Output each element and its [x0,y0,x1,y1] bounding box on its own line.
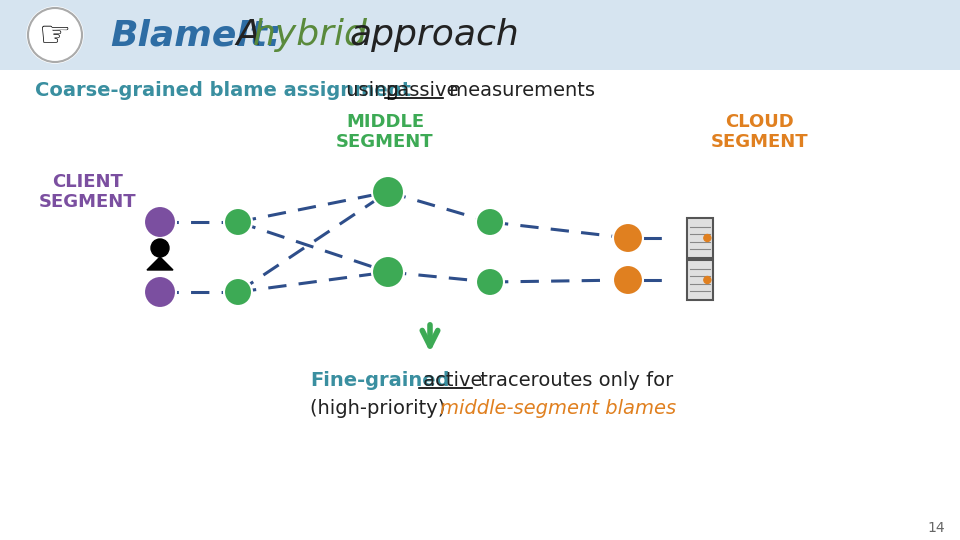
Text: traceroutes only for: traceroutes only for [474,370,673,389]
Text: Fine-grained: Fine-grained [310,370,449,389]
Text: (high-priority): (high-priority) [310,399,451,417]
Text: approach: approach [350,18,519,52]
Text: ☞: ☞ [38,18,71,52]
Text: middle-segment blames: middle-segment blames [440,399,676,417]
Circle shape [151,239,169,257]
Text: Coarse-grained blame assignment: Coarse-grained blame assignment [35,80,411,99]
Text: CLOUD
SEGMENT: CLOUD SEGMENT [711,113,809,151]
Circle shape [613,265,643,295]
Text: 14: 14 [927,521,945,535]
Circle shape [224,208,252,236]
Polygon shape [147,257,173,270]
Circle shape [144,276,176,308]
Text: active: active [417,370,483,389]
FancyBboxPatch shape [686,260,713,300]
Text: passive: passive [385,80,459,99]
Circle shape [476,268,504,296]
Circle shape [372,256,404,288]
FancyBboxPatch shape [686,218,713,258]
Circle shape [224,278,252,306]
Circle shape [613,223,643,253]
Text: A: A [225,18,273,52]
Circle shape [144,206,176,238]
Circle shape [27,7,83,63]
Text: BlameIt:: BlameIt: [110,18,281,52]
FancyBboxPatch shape [0,0,960,70]
Text: using: using [340,80,405,99]
Text: hybrid: hybrid [253,18,368,52]
Circle shape [704,276,710,284]
Circle shape [372,176,404,208]
Circle shape [476,208,504,236]
Text: MIDDLE
SEGMENT: MIDDLE SEGMENT [336,113,434,151]
Circle shape [704,234,710,241]
Text: CLIENT
SEGMENT: CLIENT SEGMENT [39,173,137,211]
Text: measurements: measurements [443,80,595,99]
